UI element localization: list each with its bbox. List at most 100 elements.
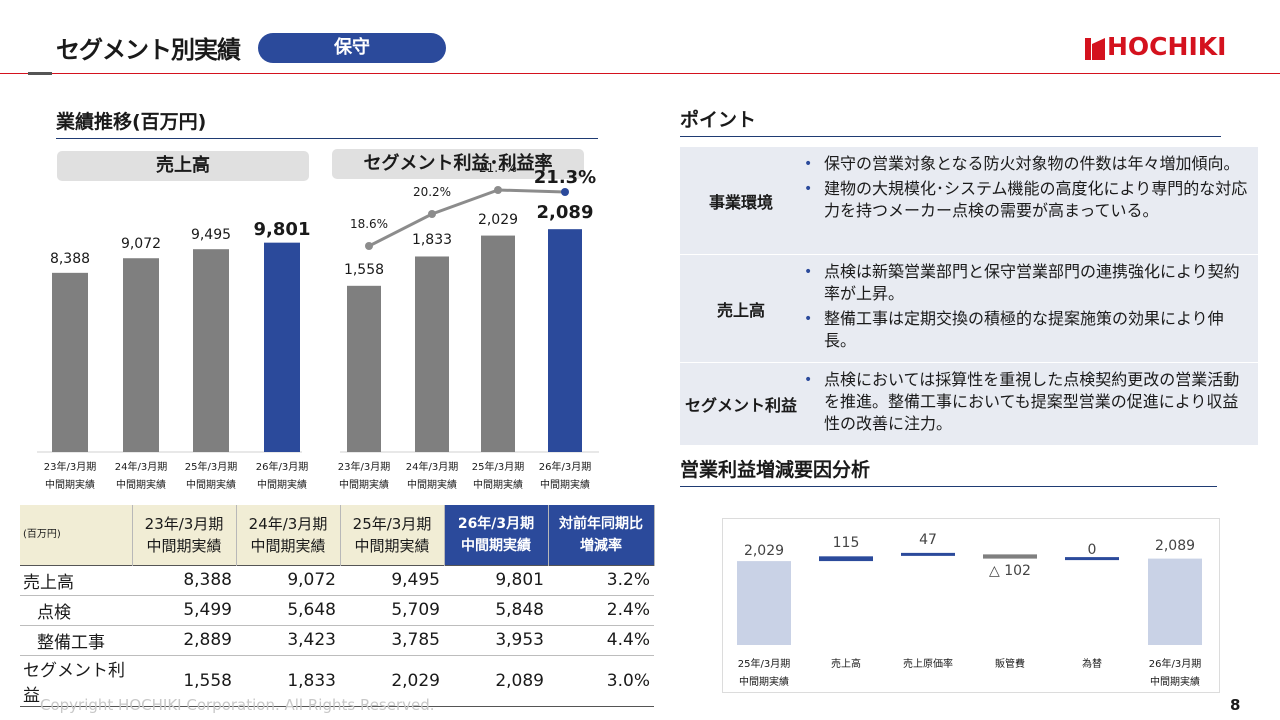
waterfall-bar (737, 561, 791, 645)
waterfall-heading: 営業利益増減要因分析 (680, 455, 1217, 487)
waterfall-category-label: 26年/3月期 中間期実績 (1148, 659, 1202, 688)
point-label: 売上高 (716, 300, 765, 320)
waterfall-value: 47 (919, 531, 937, 548)
sales-category-label: 24年/3月期 中間期実績 (114, 462, 168, 491)
point-body: 保守の営業対象となる防火対象物の件数は年々増加傾向。 建物の大規模化･システム機… (802, 147, 1258, 254)
table-cell: 5,648 (236, 595, 340, 626)
company-logo: HOCHIKI (1084, 31, 1226, 61)
table-cell: 2.4% (548, 595, 654, 626)
sales-category-label: 25年/3月期 中間期実績 (184, 462, 238, 491)
waterfall-category-label: 売上原価率 (903, 659, 953, 670)
profit-bar-value: 1,558 (343, 261, 385, 278)
table-cell: 3.2% (548, 564, 654, 596)
points-heading: ポイント (680, 105, 1221, 137)
waterfall-category-label: 為替 (1082, 659, 1102, 670)
point-row-business-environment: 事業環境 保守の営業対象となる防火対象物の件数は年々増加傾向。 建物の大規模化･… (680, 147, 1258, 255)
point-item: 点検は新築営業部門と保守営業部門の連携強化により契約率が上昇。 (802, 261, 1250, 305)
point-item: 整備工事は定期交換の積極的な提案施策の効果により伸長。 (802, 308, 1250, 352)
table-cell: 1,833 (236, 655, 340, 707)
sales-category-label: 23年/3月期 中間期実績 (43, 462, 97, 491)
margin-point (365, 242, 373, 250)
waterfall-bar (1148, 558, 1202, 645)
header-divider (0, 73, 1280, 74)
profit-category-label: 24年/3月期 中間期実績 (405, 462, 459, 491)
table-cell: 1,558 (132, 655, 236, 707)
profit-bar (481, 235, 515, 452)
margin-point (561, 188, 569, 196)
copyright: Copyright HOCHIKI Corporation. All Right… (40, 696, 435, 714)
sales-bar (123, 258, 159, 452)
margin-label: 18.6% (349, 217, 389, 231)
margin-point (428, 210, 436, 218)
table-cell: 2,029 (340, 655, 444, 707)
point-body: 点検は新築営業部門と保守営業部門の連携強化により契約率が上昇。 整備工事は定期交… (802, 255, 1258, 362)
logo-mark-icon (1085, 38, 1105, 60)
sales-category-label: 26年/3月期 中間期実績 (255, 462, 309, 491)
margin-label: 20.2% (412, 185, 452, 199)
point-item: 点検においては採算性を重視した点検契約更改の営業活動を推進。整備工事においても提… (802, 369, 1250, 435)
point-item: 保守の営業対象となる防火対象物の件数は年々増加傾向。 (802, 153, 1250, 175)
table-header-cell: 25年/3月期 中間期実績 (340, 505, 445, 565)
row-name: セグメント利益 (20, 655, 132, 707)
margin-line (368, 188, 566, 248)
sales-bar (193, 249, 229, 452)
table-cell: 3,953 (444, 625, 548, 656)
sales-bar-value: 9,801 (253, 218, 311, 240)
point-row-sales: 売上高 点検は新築営業部門と保守営業部門の連携強化により契約率が上昇。 整備工事… (680, 255, 1258, 363)
table-cell: 4.4% (548, 625, 654, 656)
performance-heading: 業績推移(百万円) (56, 107, 598, 139)
waterfall-category-label: 25年/3月期 中間期実績 (737, 659, 791, 688)
waterfall-chart-frame (722, 518, 1220, 693)
waterfall-value: 115 (832, 535, 860, 552)
point-label: 事業環境 (708, 192, 773, 212)
table-cell: 3.0% (548, 655, 654, 707)
table-cell: 2,889 (132, 625, 236, 656)
page-number: 8 (1230, 696, 1241, 714)
sales-bar-value: 8,388 (49, 250, 91, 267)
profit-chart-title: セグメント利益･利益率 (332, 149, 584, 179)
waterfall-category-label: 売上高 (831, 659, 861, 670)
waterfall-value: 2,089 (1154, 537, 1196, 554)
margin-point (494, 186, 502, 194)
table-row: 売上高 8,388 9,072 9,495 9,801 3.2% (20, 564, 654, 596)
table-header-cell: 23年/3月期 中間期実績 (132, 505, 237, 565)
table-cell: 9,495 (340, 564, 444, 596)
waterfall-value: △ 102 (989, 562, 1031, 579)
table-cell: 9,072 (236, 564, 340, 596)
profit-bar-value: 1,833 (411, 232, 453, 249)
sales-chart-title: 売上高 (57, 151, 309, 181)
sales-bar (264, 242, 300, 452)
profit-bar (548, 229, 582, 452)
waterfall-category-label: 販管費 (995, 659, 1025, 670)
row-name: 売上高 (20, 564, 132, 596)
profit-bar (415, 256, 449, 452)
sales-bar (52, 272, 88, 452)
table-cell: 8,388 (132, 564, 236, 596)
waterfall-bar (901, 552, 955, 556)
sales-bar-value: 9,495 (190, 227, 232, 244)
waterfall-bar (819, 556, 873, 562)
table-cell: 5,499 (132, 595, 236, 626)
waterfall-value: 2,029 (743, 543, 785, 560)
table-cell: 9,801 (444, 564, 548, 596)
page-title: セグメント別実績 (56, 36, 241, 64)
table-row: 整備工事 2,889 3,423 3,785 3,953 4.4% (20, 625, 654, 656)
row-name: 点検 (20, 595, 132, 626)
table-cell: 3,785 (340, 625, 444, 656)
table-cell: 2,089 (444, 655, 548, 707)
results-table: (百万円) 23年/3月期 中間期実績 24年/3月期 中間期実績 25年/3月期中… (20, 505, 655, 707)
profit-category-label: 23年/3月期 中間期実績 (337, 462, 391, 491)
table-header-cell-current: 26年/3月期 中間期実績 (444, 505, 549, 565)
table-unit: (百万円) (20, 505, 133, 565)
table-cell: 5,709 (340, 595, 444, 626)
table-header-cell: 24年/3月期 中間期実績 (236, 505, 341, 565)
table-header-row: (百万円) 23年/3月期 中間期実績 24年/3月期 中間期実績 25年/3月期中… (20, 505, 655, 565)
point-row-segment-profit: セグメント利益 点検においては採算性を重視した点検契約更改の営業活動を推進。整備… (680, 363, 1258, 445)
profit-bar-value: 2,029 (477, 211, 519, 228)
row-name: 整備工事 (20, 625, 132, 656)
table-cell: 5,848 (444, 595, 548, 626)
profit-category-label: 26年/3月期 中間期実績 (538, 462, 592, 491)
waterfall-bar (1065, 557, 1119, 561)
profit-bar (347, 285, 381, 452)
